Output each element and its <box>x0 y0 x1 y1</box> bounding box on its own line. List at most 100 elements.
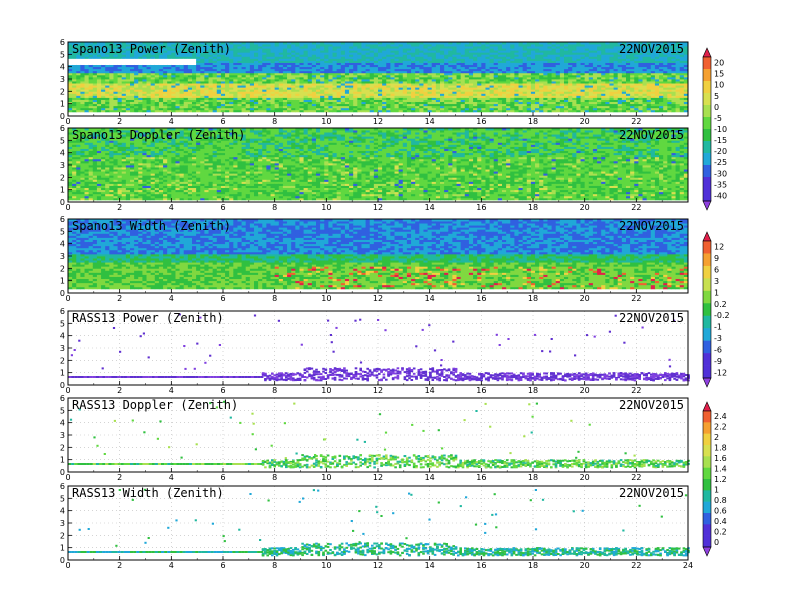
heatmap-cell <box>225 56 230 59</box>
heatmap-cell <box>229 50 234 53</box>
heatmap-cell <box>543 97 548 100</box>
heatmap-cell <box>237 105 242 109</box>
heatmap-cell <box>287 62 292 66</box>
heatmap-cell <box>597 42 602 45</box>
heatmap-cell <box>402 93 408 96</box>
heatmap-cell <box>419 68 424 72</box>
heatmap-cell <box>167 44 172 47</box>
heatmap-cell <box>254 89 259 92</box>
heatmap-cell <box>592 56 598 59</box>
heatmap-cell <box>365 46 371 49</box>
heatmap-cell <box>543 93 548 96</box>
heatmap-cell <box>497 68 503 72</box>
heatmap-cell <box>572 105 577 109</box>
heatmap-cell <box>555 97 561 100</box>
heatmap-cell <box>84 89 90 92</box>
heatmap-cell <box>84 46 90 49</box>
heatmap-cell <box>245 68 251 72</box>
heatmap-cell <box>572 64 577 68</box>
heatmap-cell <box>200 85 205 88</box>
heatmap-cell <box>415 85 420 88</box>
heatmap-cell <box>291 87 296 90</box>
heatmap-cell <box>216 64 222 68</box>
heatmap-cell <box>262 103 267 107</box>
heatmap-cell <box>270 54 276 57</box>
heatmap-cell <box>295 109 300 113</box>
heatmap-cell <box>431 72 437 76</box>
heatmap-cell <box>121 91 127 94</box>
heatmap-cell <box>526 58 532 61</box>
heatmap-cell <box>241 46 247 49</box>
heatmap-cell <box>167 97 172 100</box>
heatmap-cell <box>278 89 284 92</box>
heatmap-cell <box>233 109 238 113</box>
heatmap-cell <box>72 87 77 90</box>
heatmap-cell <box>245 74 251 78</box>
heatmap-cell <box>92 68 98 72</box>
heatmap-cell <box>237 44 242 47</box>
heatmap-cell <box>539 83 544 86</box>
heatmap-cell <box>365 50 371 53</box>
heatmap-cell <box>291 42 296 45</box>
heatmap-cell <box>514 68 519 72</box>
heatmap-cell <box>270 79 276 82</box>
heatmap-cell <box>303 89 309 92</box>
heatmap-cell <box>444 50 449 53</box>
heatmap-cell <box>353 101 358 105</box>
heatmap-cell <box>332 68 338 72</box>
heatmap-cell <box>295 46 300 49</box>
heatmap-cell <box>361 85 366 88</box>
heatmap-cell <box>328 105 333 109</box>
heatmap-cell <box>386 87 391 90</box>
heatmap-cell <box>460 44 466 47</box>
heatmap-cell <box>584 64 590 68</box>
heatmap-cell <box>179 54 185 57</box>
heatmap-cell <box>150 48 156 51</box>
heatmap-cell <box>559 89 565 92</box>
heatmap-cell <box>96 101 102 105</box>
heatmap-cell <box>204 103 209 107</box>
heatmap-cell <box>584 70 590 74</box>
heatmap-cell <box>353 103 358 107</box>
heatmap-cell <box>489 93 495 96</box>
heatmap-cell <box>361 68 366 72</box>
heatmap-cell <box>150 42 156 45</box>
heatmap-cell <box>171 81 176 84</box>
heatmap-cell <box>435 81 441 84</box>
heatmap-cell <box>138 107 143 111</box>
heatmap-cell <box>506 42 511 45</box>
heatmap-cell <box>72 64 77 68</box>
heatmap-cell <box>138 95 143 98</box>
heatmap-cell <box>233 87 238 90</box>
heatmap-cell <box>427 54 433 57</box>
heatmap-cell <box>307 91 313 94</box>
heatmap-cell <box>295 83 300 86</box>
heatmap-cell <box>88 93 94 96</box>
heatmap-cell <box>444 103 449 107</box>
heatmap-cell <box>216 93 222 96</box>
heatmap-cell <box>526 42 532 45</box>
heatmap-cell <box>402 81 408 84</box>
heatmap-cell <box>564 95 569 98</box>
heatmap-cell <box>390 91 395 94</box>
heatmap-cell <box>514 76 519 80</box>
heatmap-cell <box>411 48 416 51</box>
heatmap-cell <box>431 54 437 57</box>
heatmap-cell <box>200 56 205 59</box>
heatmap-cell <box>125 52 131 55</box>
heatmap-cell <box>130 111 135 115</box>
heatmap-cell <box>196 97 201 100</box>
heatmap-cell <box>150 91 156 94</box>
heatmap-cell <box>572 44 577 47</box>
heatmap-cell <box>473 56 478 59</box>
heatmap-cell <box>423 64 428 68</box>
heatmap-cell <box>592 103 598 107</box>
heatmap-cell <box>444 56 449 59</box>
heatmap-cell <box>241 105 247 109</box>
heatmap-cell <box>187 70 193 74</box>
heatmap-cell <box>526 70 532 74</box>
heatmap-cell <box>415 48 420 51</box>
heatmap-cell <box>245 50 251 53</box>
heatmap-cell <box>154 103 160 107</box>
heatmap-cell <box>464 60 470 63</box>
